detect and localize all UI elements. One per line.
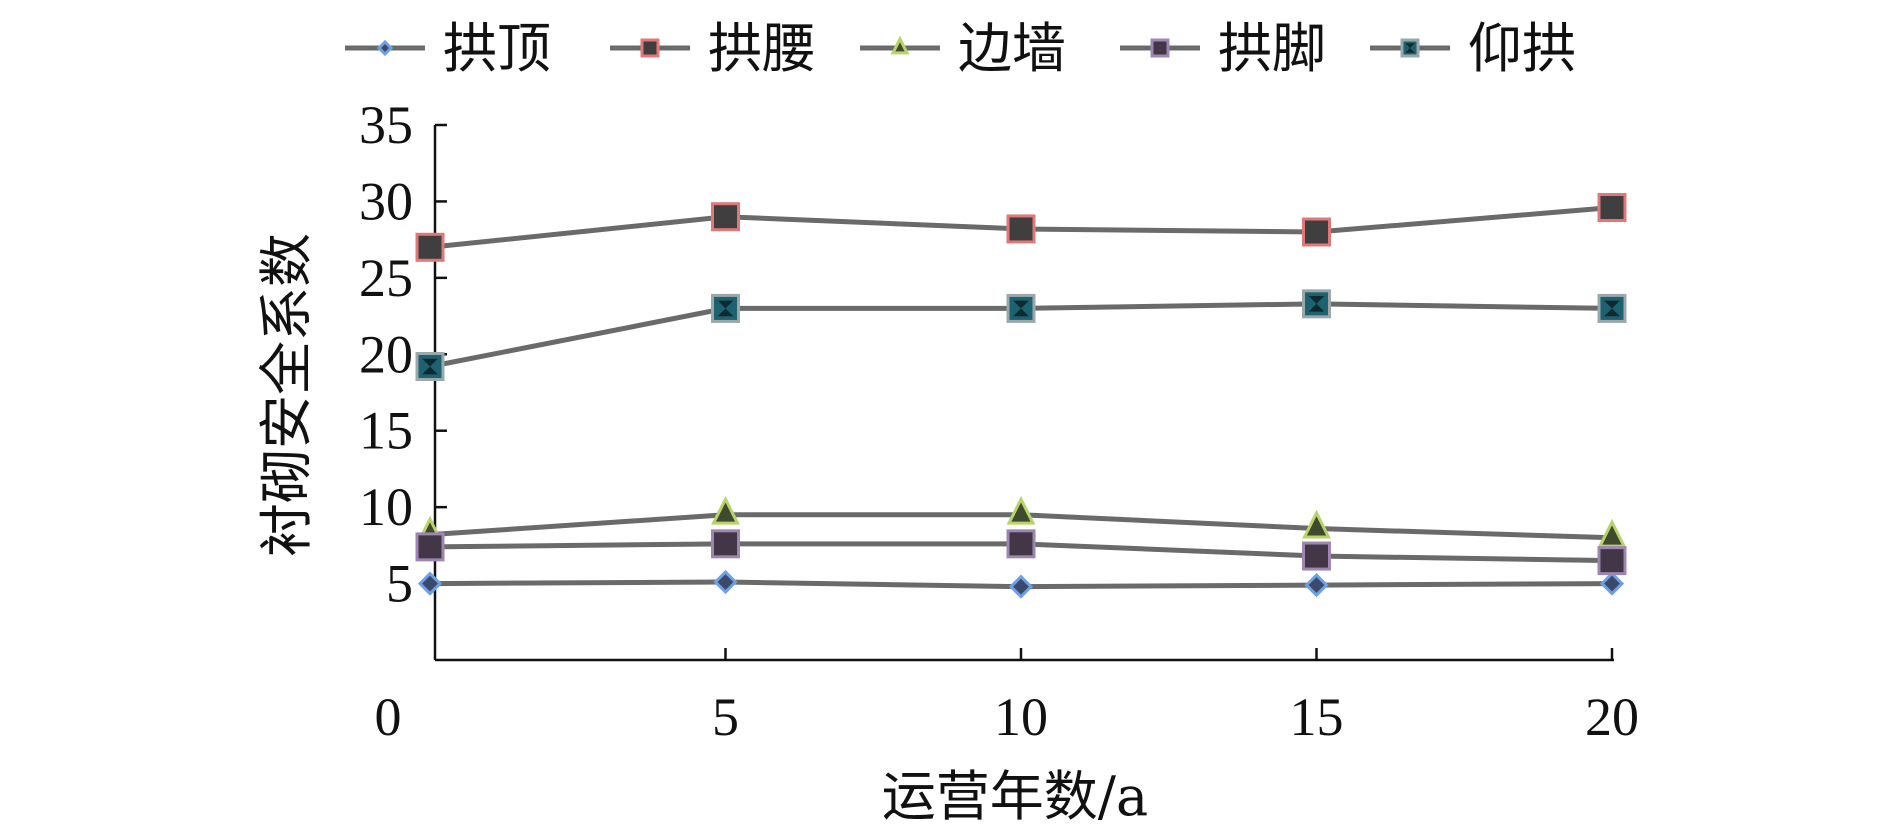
y-tick-label: 30 bbox=[359, 171, 413, 231]
data-point-4-0-inner bbox=[422, 358, 438, 375]
data-point-4-1-inner bbox=[717, 300, 734, 317]
data-point-4-3 bbox=[1302, 289, 1331, 319]
legend-marker-0 bbox=[376, 39, 394, 57]
y-tick-label: 25 bbox=[359, 248, 413, 308]
data-point-3-4 bbox=[1597, 546, 1627, 576]
x-tick-label: 20 bbox=[1585, 687, 1639, 747]
data-point-1-3 bbox=[1302, 217, 1331, 247]
legend-marker-3 bbox=[1150, 38, 1170, 58]
y-axis-title: 衬砌安全系数 bbox=[255, 233, 318, 557]
y-tick-label: 15 bbox=[359, 401, 413, 461]
data-point-0-4 bbox=[1599, 571, 1625, 596]
data-point-4-4-inner bbox=[1604, 300, 1620, 317]
y-tick-label: 5 bbox=[386, 554, 413, 614]
legend-label-1: 拱腰 bbox=[708, 17, 816, 80]
legend-label-2: 边墙 bbox=[958, 17, 1066, 80]
legend-label-4: 仰拱 bbox=[1468, 17, 1576, 80]
x-tick-label: 0 bbox=[375, 687, 402, 747]
legend-marker-2 bbox=[890, 35, 910, 55]
y-tick-label: 35 bbox=[359, 95, 413, 155]
x-tick-label: 15 bbox=[1290, 687, 1344, 747]
data-point-4-2 bbox=[1006, 293, 1036, 323]
series-points-4 bbox=[415, 289, 1627, 382]
data-point-2-2 bbox=[1006, 495, 1036, 525]
y-tick-label: 20 bbox=[359, 324, 413, 384]
data-point-0-2 bbox=[1008, 574, 1034, 599]
y-tick-label: 10 bbox=[359, 477, 413, 537]
legend-marker-4-inner bbox=[1405, 43, 1415, 53]
data-point-3-1 bbox=[711, 529, 740, 559]
legend: 拱顶 拱腰 边墙 拱脚 仰拱 bbox=[345, 17, 1576, 80]
x-axis-ticks: 0 5 10 15 20 bbox=[375, 648, 1639, 747]
axes bbox=[433, 125, 1614, 662]
x-tick-label: 10 bbox=[994, 687, 1048, 747]
data-point-0-1 bbox=[713, 569, 738, 595]
x-axis-title: 运营年数/a bbox=[882, 765, 1148, 828]
data-point-2-1 bbox=[711, 495, 740, 525]
data-point-3-0 bbox=[415, 532, 445, 562]
data-point-3-3 bbox=[1302, 541, 1331, 571]
data-point-3-2 bbox=[1006, 529, 1036, 559]
data-point-0-0 bbox=[417, 571, 443, 596]
series-points-3 bbox=[415, 529, 1627, 576]
data-point-0-3 bbox=[1304, 572, 1329, 598]
data-point-2-4 bbox=[1597, 518, 1627, 548]
x-tick-label: 5 bbox=[712, 687, 739, 747]
data-point-1-0 bbox=[415, 232, 445, 262]
y-axis-ticks: 5 10 15 20 25 30 35 bbox=[359, 95, 447, 614]
data-point-4-2-inner bbox=[1013, 300, 1029, 317]
data-point-1-2 bbox=[1006, 214, 1036, 244]
data-point-2-3 bbox=[1302, 509, 1331, 539]
legend-marker-1 bbox=[640, 38, 660, 58]
data-point-4-3-inner bbox=[1308, 296, 1325, 312]
legend-label-3: 拱脚 bbox=[1218, 17, 1326, 80]
series-points-1 bbox=[415, 193, 1627, 262]
series-markers bbox=[415, 193, 1627, 599]
legend-label-0: 拱顶 bbox=[443, 17, 551, 80]
data-point-1-1 bbox=[711, 202, 740, 232]
series-points-0 bbox=[417, 569, 1625, 599]
data-point-1-4 bbox=[1597, 193, 1627, 223]
